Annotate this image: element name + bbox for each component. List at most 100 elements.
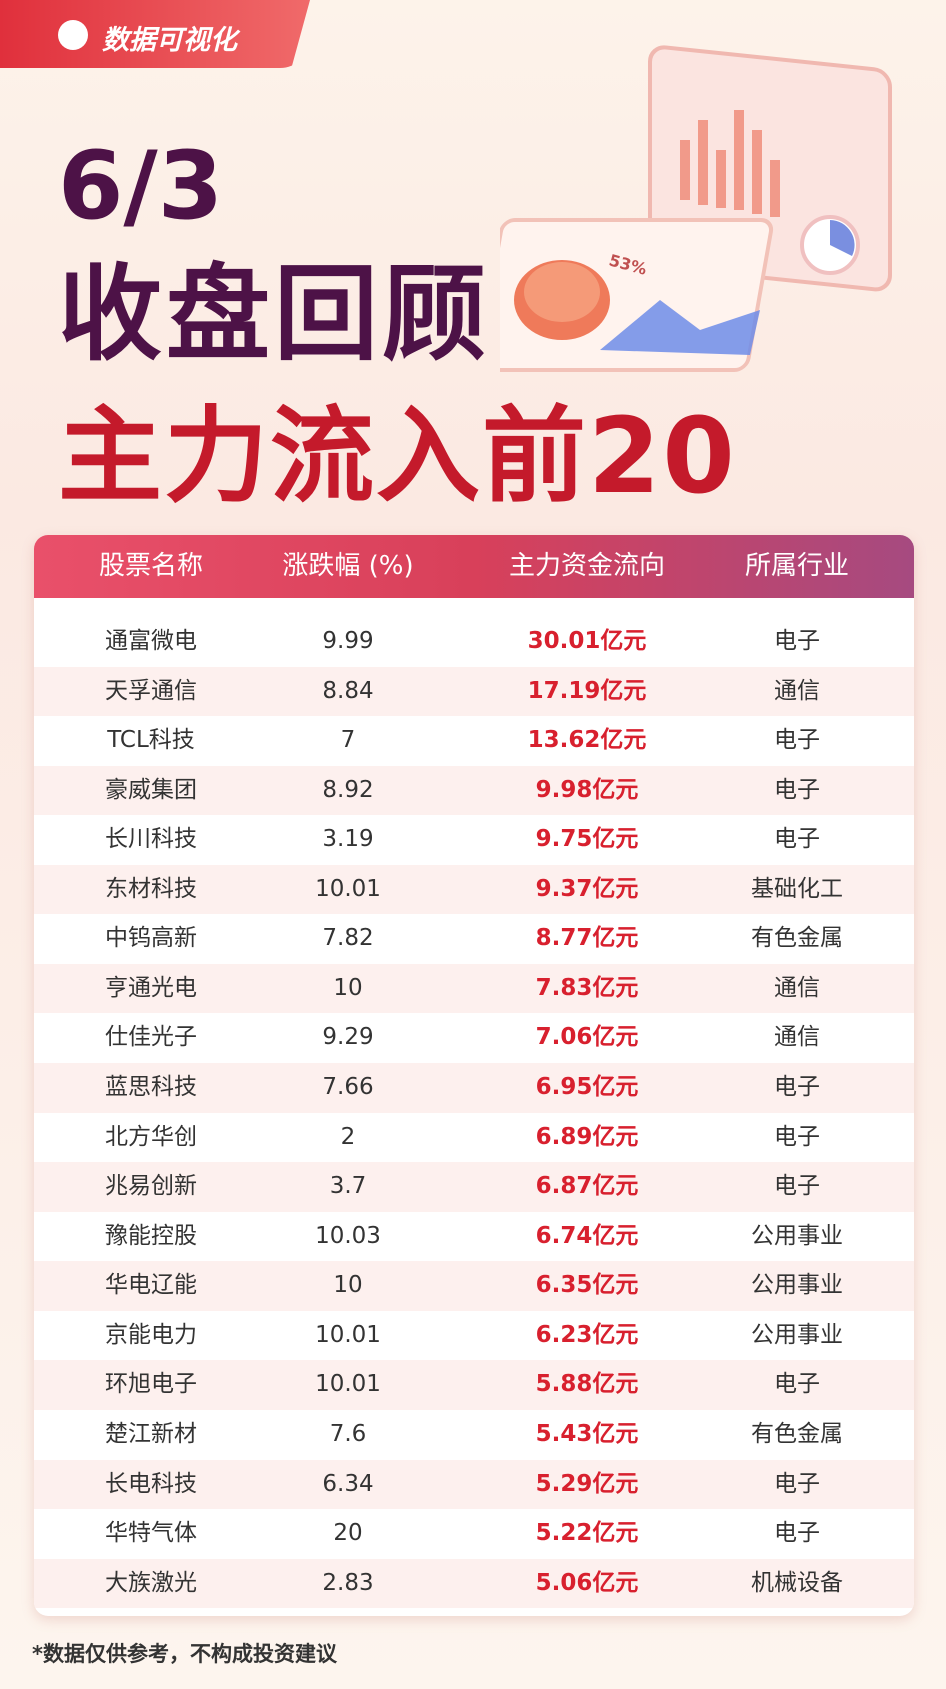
industry: 通信 <box>774 1024 820 1051</box>
stock-name: 蓝思科技 <box>105 1074 197 1101</box>
capital-flow: 9.98亿元 <box>535 776 639 803</box>
change-pct: 7.66 <box>322 1074 374 1101</box>
capital-flow: 7.83亿元 <box>535 974 639 1001</box>
industry: 机械设备 <box>751 1569 843 1596</box>
capital-flow: 6.35亿元 <box>535 1272 639 1299</box>
table-row: 中钨高新 7.82 8.77亿元 有色金属 <box>34 914 914 964</box>
table-row: 长川科技 3.19 9.75亿元 电子 <box>34 815 914 865</box>
stock-name: TCL科技 <box>107 727 195 754</box>
change-pct: 8.92 <box>322 776 374 803</box>
table-row: 东材科技 10.01 9.37亿元 基础化工 <box>34 864 914 915</box>
stock-name: 环旭电子 <box>105 1371 197 1398</box>
table-row: 豪威集团 8.92 9.98亿元 电子 <box>34 765 914 816</box>
date: 6/3 <box>58 132 224 241</box>
pie-slice <box>830 220 855 256</box>
industry: 公用事业 <box>751 1222 843 1249</box>
coin-face <box>524 262 600 322</box>
illustration: 53% <box>500 45 892 372</box>
stock-name: 豪威集团 <box>105 776 197 803</box>
column-header: 股票名称 <box>98 551 204 581</box>
stock-name: 东材科技 <box>105 875 197 902</box>
table-row: 仕佳光子 9.29 7.06亿元 通信 <box>34 1013 914 1063</box>
stock-name: 长川科技 <box>105 826 197 853</box>
industry: 有色金属 <box>751 1420 843 1447</box>
change-pct: 10 <box>333 1272 363 1299</box>
industry: 基础化工 <box>751 875 843 902</box>
stock-name: 长电科技 <box>105 1470 197 1497</box>
capital-flow: 9.75亿元 <box>535 826 639 853</box>
change-pct: 7 <box>340 727 356 754</box>
capital-flow: 5.43亿元 <box>535 1420 639 1447</box>
industry: 公用事业 <box>751 1321 843 1348</box>
area-icon <box>600 300 760 355</box>
table-row: 京能电力 10.01 6.23亿元 公用事业 <box>34 1310 914 1361</box>
capital-flow: 6.74亿元 <box>535 1222 639 1249</box>
change-pct: 7.6 <box>329 1420 367 1447</box>
change-pct: 10.01 <box>315 1371 381 1398</box>
table-row: 华电辽能 10 6.35亿元 公用事业 <box>34 1261 914 1311</box>
capital-flow: 6.89亿元 <box>535 1123 639 1150</box>
table-row: 天孚通信 8.84 17.19亿元 通信 <box>34 666 914 717</box>
table: 股票名称 涨跌幅 (%) 主力资金流向 所属行业 通富微电 9.99 30.01亿元 电子天… <box>34 535 914 1616</box>
industry: 电子 <box>774 1470 820 1497</box>
industry: 电子 <box>774 1173 820 1200</box>
table-header: 股票名称 涨跌幅 (%) 主力资金流向 所属行业 <box>34 535 914 598</box>
capital-flow: 13.62亿元 <box>527 727 647 754</box>
change-pct: 2.83 <box>322 1569 374 1596</box>
capital-flow: 7.06亿元 <box>535 1024 639 1051</box>
stock-name: 亨通光电 <box>105 974 197 1001</box>
table-row: TCL科技 7 13.62亿元 电子 <box>34 716 914 766</box>
capital-flow: 5.22亿元 <box>535 1520 639 1547</box>
table-row: 豫能控股 10.03 6.74亿元 公用事业 <box>34 1211 914 1262</box>
stock-name: 大族激光 <box>105 1569 197 1596</box>
capital-flow: 5.88亿元 <box>535 1371 639 1398</box>
table-row: 兆易创新 3.7 6.87亿元 电子 <box>34 1162 914 1212</box>
industry: 电子 <box>774 1123 820 1150</box>
change-pct: 3.7 <box>329 1173 367 1200</box>
table-row: 华特气体 20 5.22亿元 电子 <box>34 1509 914 1559</box>
industry: 电子 <box>774 1371 820 1398</box>
capital-flow: 5.29亿元 <box>535 1470 639 1497</box>
column-header: 涨跌幅 (%) <box>282 551 414 581</box>
title: 收盘回顾 <box>58 253 491 375</box>
capital-flow: 9.37亿元 <box>535 875 639 902</box>
industry: 通信 <box>774 677 820 704</box>
stock-name: 仕佳光子 <box>105 1024 197 1051</box>
stock-name: 中钨高新 <box>105 925 197 952</box>
change-pct: 8.84 <box>322 677 374 704</box>
change-pct: 6.34 <box>322 1470 374 1497</box>
table-row: 通富微电 9.99 30.01亿元 电子 <box>34 617 914 667</box>
capital-flow: 17.19亿元 <box>527 677 647 704</box>
change-pct: 10.01 <box>315 875 381 902</box>
industry: 公用事业 <box>751 1272 843 1299</box>
badge-text: 数据可视化 <box>102 25 237 56</box>
bars <box>680 110 780 217</box>
subtitle: 主力流入前20 <box>58 395 737 517</box>
capital-flow: 30.01亿元 <box>527 628 647 654</box>
column-header: 所属行业 <box>744 551 850 581</box>
stock-name: 华电辽能 <box>105 1272 197 1299</box>
industry: 电子 <box>774 1520 820 1547</box>
column-header: 主力资金流向 <box>508 551 666 581</box>
capital-flow: 5.06亿元 <box>535 1569 639 1596</box>
stock-name: 华特气体 <box>105 1520 197 1547</box>
table-row: 大族激光 2.83 5.06亿元 机械设备 <box>34 1558 914 1609</box>
industry: 电子 <box>774 1074 820 1101</box>
badge <box>0 0 310 68</box>
table-row: 环旭电子 10.01 5.88亿元 电子 <box>34 1360 914 1410</box>
stock-name: 北方华创 <box>105 1123 197 1150</box>
stock-name: 豫能控股 <box>105 1222 197 1249</box>
change-pct: 3.19 <box>322 826 374 853</box>
change-pct: 9.99 <box>322 628 374 654</box>
table-row: 亨通光电 10 7.83亿元 通信 <box>34 963 914 1014</box>
change-pct: 10.03 <box>315 1222 381 1249</box>
table-row: 楚江新材 7.6 5.43亿元 有色金属 <box>34 1409 914 1460</box>
change-pct: 7.82 <box>322 925 374 952</box>
table-row: 蓝思科技 7.66 6.95亿元 电子 <box>34 1063 914 1113</box>
table-row: 北方华创 2 6.89亿元 电子 <box>34 1112 914 1163</box>
table-row: 长电科技 6.34 5.29亿元 电子 <box>34 1459 914 1510</box>
industry: 电子 <box>774 826 820 853</box>
footnote: *数据仅供参考，不构成投资建议 <box>32 1642 337 1666</box>
industry: 有色金属 <box>751 925 843 952</box>
